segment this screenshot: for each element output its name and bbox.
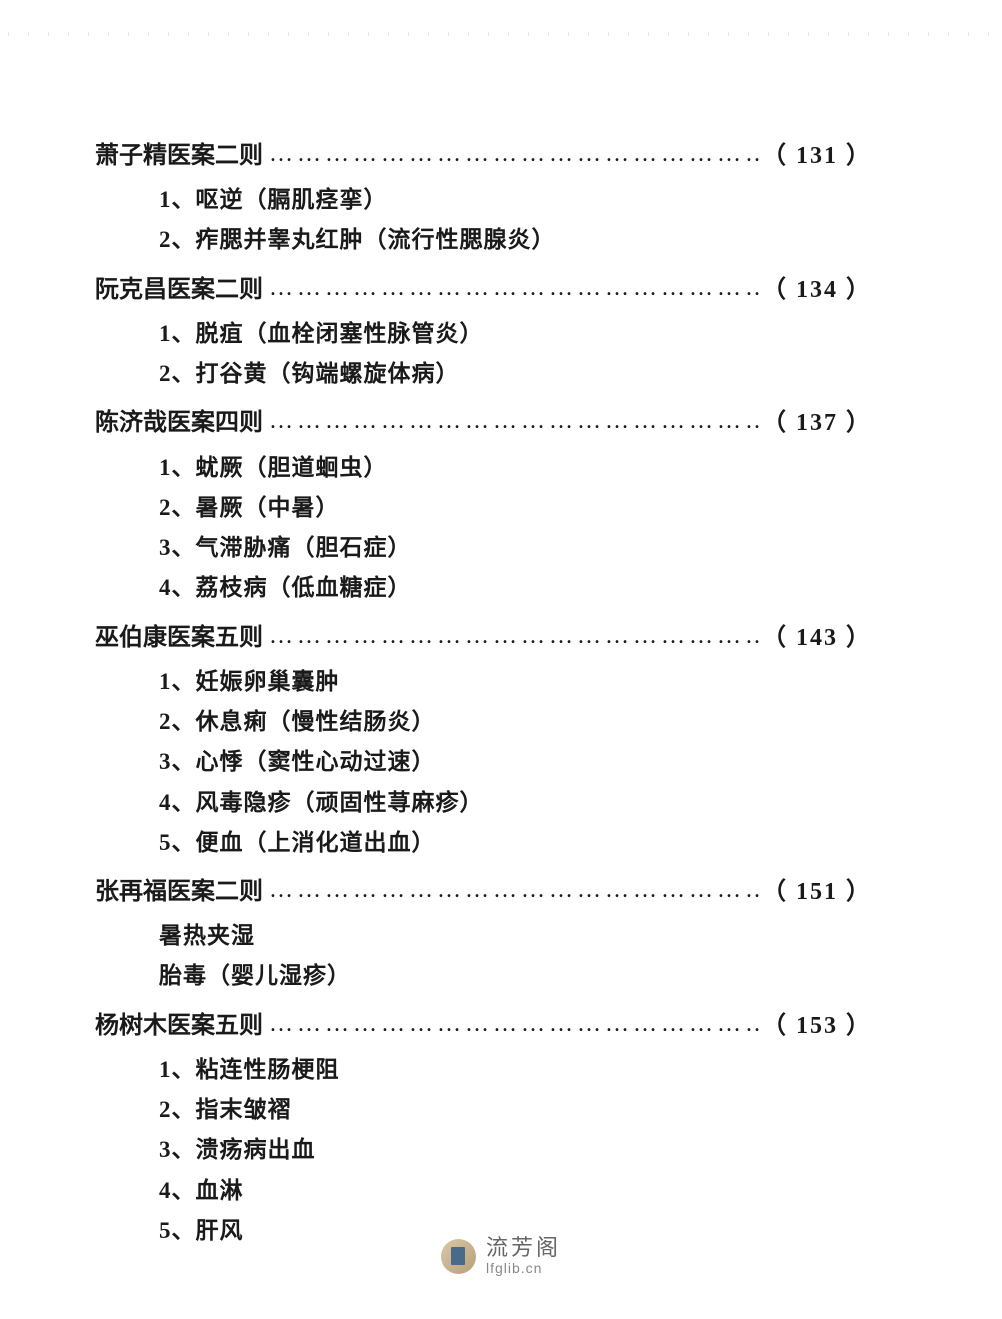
footer-site-url: lfglib.cn xyxy=(486,1261,561,1276)
footer-site-name: 流芳阁 xyxy=(486,1236,561,1260)
toc-page-number: （ 153 ） xyxy=(762,1005,872,1048)
toc-sub-item-text: 血淋 xyxy=(196,1178,244,1203)
toc-section-title: 陈济哉医案四则 xyxy=(95,402,263,445)
toc-sub-item-text: 荔枝病（低血糖症） xyxy=(196,575,412,600)
toc-sub-item-index: 3、 xyxy=(159,742,196,782)
toc-section-title: 杨树木医案五则 xyxy=(95,1005,263,1048)
toc-sub-item-text: 蚘厥（胆道蛔虫） xyxy=(196,455,388,480)
toc-sub-item-text: 妊娠卵巢囊肿 xyxy=(196,669,340,694)
toc-page-number: （ 143 ） xyxy=(762,617,872,660)
toc-section: 萧子精医案二则……………………………………………………（ 131 ）1、呕逆（膈… xyxy=(95,135,872,261)
toc-sub-item-text: 指末皱褶 xyxy=(196,1097,292,1122)
toc-leader-dots: …………………………………………………… xyxy=(263,267,762,310)
toc-sub-item: 1、呕逆（膈肌痉挛） xyxy=(159,180,872,220)
toc-sub-item: 1、妊娠卵巢囊肿 xyxy=(159,662,872,702)
toc-container: 萧子精医案二则……………………………………………………（ 131 ）1、呕逆（膈… xyxy=(95,135,872,1251)
toc-leader-dots: …………………………………………………… xyxy=(263,615,762,658)
toc-sub-item-text: 风毒隐疹（顽固性荨麻疹） xyxy=(196,790,484,815)
toc-page-number: （ 137 ） xyxy=(762,402,872,445)
toc-sub-items: 1、粘连性肠梗阻2、指末皱褶3、溃疡病出血4、血淋5、肝风 xyxy=(95,1050,872,1251)
toc-sub-item-text: 休息痢（慢性结肠炎） xyxy=(196,709,436,734)
toc-leader-dots: …………………………………………………… xyxy=(263,1003,762,1046)
toc-section-title: 萧子精医案二则 xyxy=(95,135,263,178)
toc-sub-item-index: 4、 xyxy=(159,1171,196,1211)
toc-sub-item-text: 便血（上消化道出血） xyxy=(196,830,436,855)
toc-sub-item-index: 3、 xyxy=(159,528,196,568)
toc-sub-item-index: 1、 xyxy=(159,314,196,354)
toc-sub-item-index: 2、 xyxy=(159,220,196,260)
toc-sub-item-text: 胎毒（婴儿湿疹） xyxy=(159,963,351,988)
toc-sub-item-index: 2、 xyxy=(159,354,196,394)
toc-sub-item-text: 打谷黄（钩端螺旋体病） xyxy=(196,361,460,386)
toc-page-number: （ 131 ） xyxy=(762,135,872,178)
toc-sub-item-index: 2、 xyxy=(159,702,196,742)
scan-noise-top xyxy=(0,32,1002,36)
toc-sub-item-index: 4、 xyxy=(159,568,196,608)
toc-sub-item: 3、心悸（窦性心动过速） xyxy=(159,742,872,782)
toc-sub-item-index: 1、 xyxy=(159,180,196,220)
toc-sub-item-index: 1、 xyxy=(159,448,196,488)
toc-section: 张再福医案二则……………………………………………………（ 151 ）暑热夹湿胎毒… xyxy=(95,871,872,997)
toc-sub-item: 暑热夹湿 xyxy=(159,916,872,956)
toc-sub-item-text: 粘连性肠梗阻 xyxy=(196,1057,340,1082)
footer: 流芳阁 lfglib.cn xyxy=(0,1236,1002,1276)
toc-sub-item: 4、血淋 xyxy=(159,1171,872,1211)
toc-section-heading: 阮克昌医案二则……………………………………………………（ 134 ） xyxy=(95,269,872,312)
toc-sub-item: 1、脱疽（血栓闭塞性脉管炎） xyxy=(159,314,872,354)
toc-sub-item: 2、休息痢（慢性结肠炎） xyxy=(159,702,872,742)
toc-page-number: （ 151 ） xyxy=(762,871,872,914)
toc-section: 陈济哉医案四则……………………………………………………（ 137 ）1、蚘厥（胆… xyxy=(95,402,872,608)
toc-sub-item-index: 3、 xyxy=(159,1130,196,1170)
toc-section-heading: 陈济哉医案四则……………………………………………………（ 137 ） xyxy=(95,402,872,445)
toc-sub-item: 3、气滞胁痛（胆石症） xyxy=(159,528,872,568)
toc-sub-item-index: 5、 xyxy=(159,823,196,863)
toc-sub-item-text: 呕逆（膈肌痉挛） xyxy=(196,187,388,212)
toc-section: 巫伯康医案五则……………………………………………………（ 143 ）1、妊娠卵巢… xyxy=(95,617,872,863)
toc-sub-item-index: 2、 xyxy=(159,488,196,528)
toc-sub-item: 1、粘连性肠梗阻 xyxy=(159,1050,872,1090)
toc-section-heading: 杨树木医案五则……………………………………………………（ 153 ） xyxy=(95,1005,872,1048)
toc-section-title: 张再福医案二则 xyxy=(95,871,263,914)
toc-sub-item: 1、蚘厥（胆道蛔虫） xyxy=(159,448,872,488)
toc-sub-item-text: 心悸（窦性心动过速） xyxy=(196,749,436,774)
toc-sub-item-text: 气滞胁痛（胆石症） xyxy=(196,535,412,560)
footer-logo-icon xyxy=(441,1239,476,1274)
toc-section-heading: 萧子精医案二则……………………………………………………（ 131 ） xyxy=(95,135,872,178)
toc-sub-item-text: 痄腮并睾丸红肿（流行性腮腺炎） xyxy=(196,227,556,252)
toc-sub-item: 3、溃疡病出血 xyxy=(159,1130,872,1170)
toc-sub-item: 2、痄腮并睾丸红肿（流行性腮腺炎） xyxy=(159,220,872,260)
toc-sub-item: 2、暑厥（中暑） xyxy=(159,488,872,528)
toc-leader-dots: …………………………………………………… xyxy=(263,400,762,443)
toc-sub-item: 胎毒（婴儿湿疹） xyxy=(159,956,872,996)
toc-section-heading: 巫伯康医案五则……………………………………………………（ 143 ） xyxy=(95,617,872,660)
toc-sub-items: 1、妊娠卵巢囊肿2、休息痢（慢性结肠炎）3、心悸（窦性心动过速）4、风毒隐疹（顽… xyxy=(95,662,872,863)
toc-sub-items: 1、蚘厥（胆道蛔虫）2、暑厥（中暑）3、气滞胁痛（胆石症）4、荔枝病（低血糖症） xyxy=(95,448,872,609)
toc-section: 杨树木医案五则……………………………………………………（ 153 ）1、粘连性肠… xyxy=(95,1005,872,1251)
toc-sub-item-text: 暑厥（中暑） xyxy=(196,495,340,520)
toc-leader-dots: …………………………………………………… xyxy=(263,133,762,176)
toc-sub-item: 5、便血（上消化道出血） xyxy=(159,823,872,863)
toc-sub-item-index: 1、 xyxy=(159,662,196,702)
toc-sub-item-index: 4、 xyxy=(159,783,196,823)
toc-section-title: 阮克昌医案二则 xyxy=(95,269,263,312)
toc-sub-item-index: 2、 xyxy=(159,1090,196,1130)
toc-sub-item: 4、风毒隐疹（顽固性荨麻疹） xyxy=(159,783,872,823)
toc-section-heading: 张再福医案二则……………………………………………………（ 151 ） xyxy=(95,871,872,914)
toc-leader-dots: …………………………………………………… xyxy=(263,869,762,912)
toc-sub-items: 暑热夹湿胎毒（婴儿湿疹） xyxy=(95,916,872,997)
toc-section: 阮克昌医案二则……………………………………………………（ 134 ）1、脱疽（血… xyxy=(95,269,872,395)
toc-sub-item-text: 暑热夹湿 xyxy=(159,923,255,948)
toc-sub-item-index: 1、 xyxy=(159,1050,196,1090)
toc-sub-item: 2、打谷黄（钩端螺旋体病） xyxy=(159,354,872,394)
page-content: 萧子精医案二则……………………………………………………（ 131 ）1、呕逆（膈… xyxy=(0,0,1002,1319)
toc-sub-item-text: 脱疽（血栓闭塞性脉管炎） xyxy=(196,321,484,346)
toc-sub-item-text: 溃疡病出血 xyxy=(196,1137,316,1162)
toc-sub-item: 4、荔枝病（低血糖症） xyxy=(159,568,872,608)
footer-text: 流芳阁 lfglib.cn xyxy=(486,1236,561,1276)
toc-sub-items: 1、脱疽（血栓闭塞性脉管炎）2、打谷黄（钩端螺旋体病） xyxy=(95,314,872,395)
toc-sub-item: 2、指末皱褶 xyxy=(159,1090,872,1130)
toc-sub-items: 1、呕逆（膈肌痉挛）2、痄腮并睾丸红肿（流行性腮腺炎） xyxy=(95,180,872,261)
toc-page-number: （ 134 ） xyxy=(762,269,872,312)
toc-section-title: 巫伯康医案五则 xyxy=(95,617,263,660)
